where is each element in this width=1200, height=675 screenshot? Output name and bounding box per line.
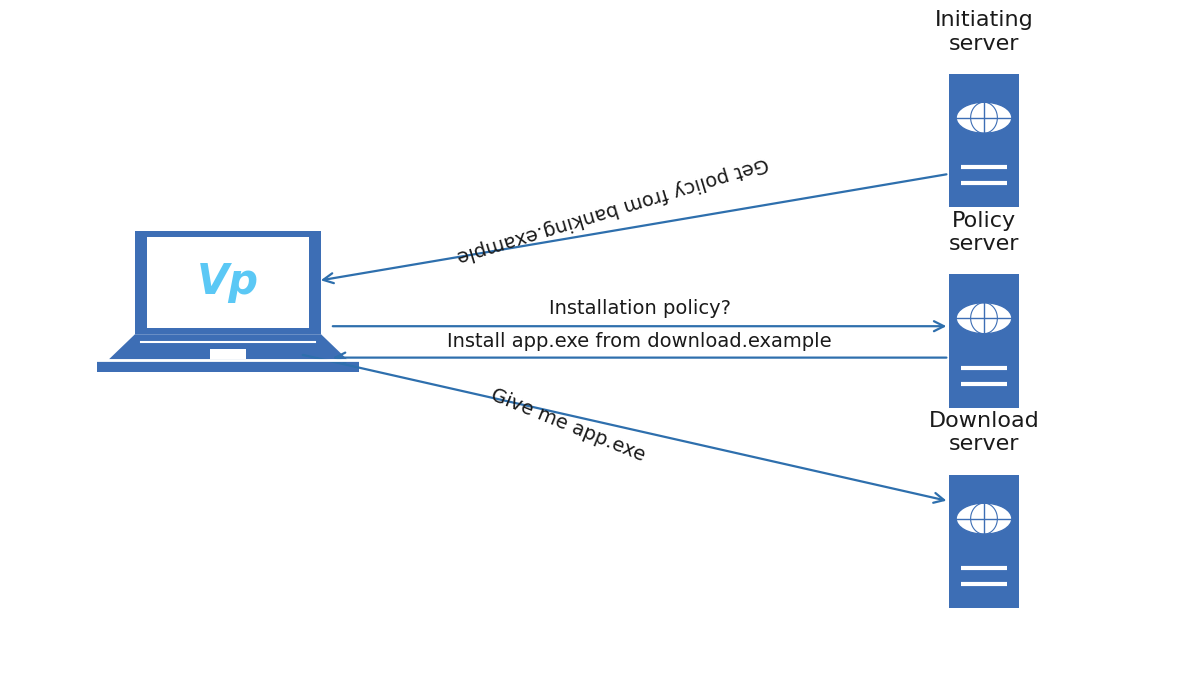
- Text: Download
server: Download server: [929, 411, 1039, 454]
- Text: Install app.exe from download.example: Install app.exe from download.example: [448, 332, 832, 351]
- Text: Get policy from banking.example: Get policy from banking.example: [455, 153, 770, 266]
- Text: Vp: Vp: [197, 261, 259, 304]
- FancyBboxPatch shape: [949, 475, 1019, 608]
- Text: Initiating
server: Initiating server: [935, 10, 1033, 53]
- Polygon shape: [97, 360, 360, 372]
- FancyBboxPatch shape: [210, 348, 246, 358]
- Circle shape: [956, 503, 1012, 534]
- Text: Policy
server: Policy server: [949, 211, 1019, 254]
- Text: Installation policy?: Installation policy?: [548, 298, 731, 317]
- Text: Give me app.exe: Give me app.exe: [488, 386, 648, 466]
- FancyBboxPatch shape: [949, 274, 1019, 408]
- Circle shape: [956, 102, 1012, 133]
- Circle shape: [956, 302, 1012, 333]
- Polygon shape: [108, 334, 348, 360]
- FancyBboxPatch shape: [148, 238, 310, 327]
- FancyBboxPatch shape: [949, 74, 1019, 207]
- FancyBboxPatch shape: [134, 231, 322, 334]
